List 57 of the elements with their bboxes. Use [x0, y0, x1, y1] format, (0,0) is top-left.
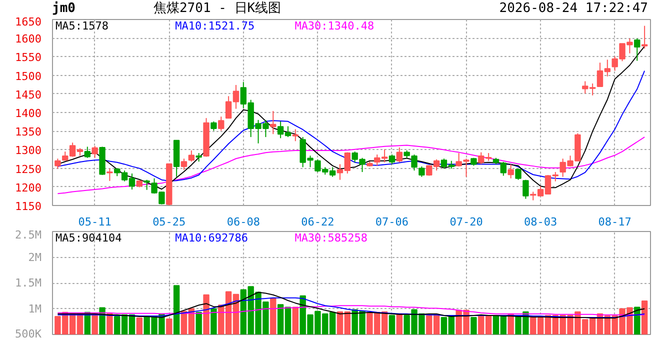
- candlestick: [641, 25, 648, 50]
- candlestick: [84, 146, 91, 158]
- candlestick: [144, 179, 150, 190]
- text: MA5:1578: [55, 20, 108, 32]
- candlestick: [218, 116, 224, 132]
- text: MA10:692786: [175, 232, 248, 244]
- candlestick: [388, 154, 396, 165]
- candlestick: [210, 120, 217, 132]
- candlestick: [292, 128, 299, 142]
- chart-subtitle: 焦煤2701 - 日K线图: [153, 1, 282, 17]
- y-tick-label: 1600: [15, 32, 42, 46]
- text: MA30:1340.48: [294, 20, 374, 32]
- candlestick: [54, 158, 61, 170]
- candlestick: [634, 38, 640, 62]
- candlestick: [92, 145, 98, 158]
- x-tick-label: 08-03: [524, 216, 558, 228]
- candlestick: [188, 150, 195, 162]
- candlestick: [396, 146, 403, 163]
- candlestick: [418, 166, 425, 178]
- y-tick-label: 1300: [15, 144, 42, 158]
- candlestick: [522, 179, 529, 200]
- text: MA5:904104: [55, 232, 122, 244]
- line-series: [57, 297, 646, 318]
- chart-title: jm0: [52, 1, 76, 17]
- candlestick: [270, 110, 276, 135]
- y-tick-label: 1500: [15, 70, 42, 83]
- y-tick-label: 1400: [15, 107, 42, 120]
- x-tick-label: 06-22: [301, 216, 334, 228]
- text: MA30:585258: [294, 232, 368, 244]
- y-tick-label: 2.5M: [15, 228, 42, 242]
- y-tick-label: 1.5M: [15, 276, 42, 290]
- x-tick-label: 06-08: [226, 216, 260, 228]
- x-tick-label: 05-25: [152, 216, 186, 228]
- x-tick-label: 05-11: [78, 216, 112, 228]
- candlestick: [508, 164, 514, 179]
- y-tick-label: 1350: [15, 126, 42, 139]
- y-tick-label: 1200: [15, 181, 42, 194]
- line-series: [57, 305, 646, 316]
- candlestick: [180, 158, 188, 170]
- y-tick-label: 1650: [15, 16, 42, 28]
- y-tick-label: 1250: [15, 162, 42, 176]
- x-tick-label: 07-20: [450, 216, 483, 228]
- line-series: [57, 136, 646, 194]
- y-tick-label: 1550: [15, 51, 42, 64]
- x-tick-label: 07-06: [375, 216, 409, 228]
- y-tick-label: 1M: [28, 302, 42, 316]
- x-tick-label: 08-17: [598, 216, 632, 228]
- y-tick-label: 1150: [15, 200, 42, 213]
- text: 2026-08-24 17:22:47: [499, 1, 648, 17]
- candlestick: [106, 168, 113, 182]
- text: MA10:1521.75: [175, 20, 255, 32]
- y-tick-label: 2M: [28, 250, 42, 264]
- y-tick-label: 500K: [15, 328, 42, 340]
- y-tick-label: 1450: [15, 88, 42, 102]
- candlestick: [500, 161, 507, 176]
- candlestick: [515, 168, 522, 180]
- line-series: [57, 292, 646, 319]
